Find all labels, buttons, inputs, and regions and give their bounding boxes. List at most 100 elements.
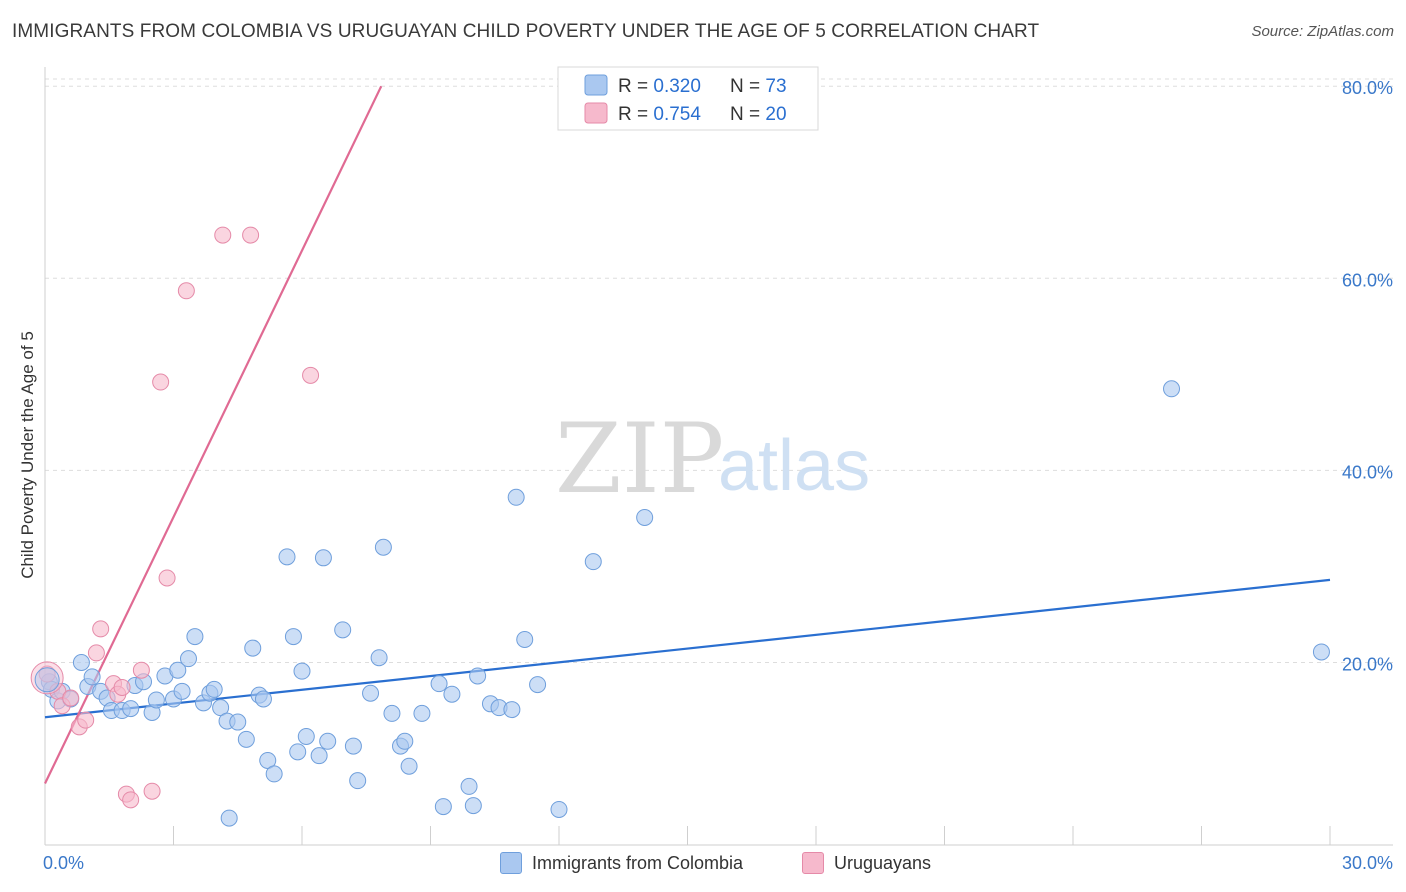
data-point-blue <box>503 701 521 719</box>
data-point-pink <box>143 782 161 800</box>
legend-n-label: N = <box>730 104 765 125</box>
trend-line-blue <box>44 578 1331 719</box>
data-point-blue <box>122 700 140 718</box>
data-point-blue <box>310 747 328 765</box>
data-point-pink <box>77 711 95 729</box>
data-point-blue <box>460 777 478 795</box>
data-point-pink <box>38 665 56 683</box>
data-point-blue <box>147 691 165 709</box>
data-point-blue <box>443 685 461 703</box>
legend-label-uruguayans: Uruguayans <box>834 852 932 873</box>
legend-r-label: R = <box>618 76 653 97</box>
data-point-blue <box>430 675 448 693</box>
data-point-pink <box>87 644 105 662</box>
chart-title: IMMIGRANTS FROM COLOMBIA VS URUGUAYAN CH… <box>12 21 1040 42</box>
data-point-pink <box>177 282 195 300</box>
data-point-blue <box>72 654 90 672</box>
data-point-blue <box>370 649 388 667</box>
data-point-blue <box>434 798 452 816</box>
data-point-pink <box>132 661 150 679</box>
data-point-blue <box>186 628 204 646</box>
data-point-blue <box>284 628 302 646</box>
data-point-blue <box>383 704 401 722</box>
data-point-blue <box>469 667 487 685</box>
svg-text:N = 20: N = 20 <box>730 104 787 125</box>
data-point-blue <box>254 690 272 708</box>
data-point-pink <box>92 620 110 638</box>
legend-r-value: 0.320 <box>653 76 701 97</box>
data-point-cluster <box>30 661 64 695</box>
legend-top: R = 0.320 N = 73 R = 0.754 N = 20 <box>557 66 819 131</box>
axes: 20.0% 40.0% 60.0% 80.0% 0.0% 30.0% <box>43 67 1393 873</box>
data-point-blue <box>244 639 262 657</box>
legend-swatch-blue <box>500 852 522 874</box>
data-point-blue <box>636 508 654 526</box>
data-point-pink <box>158 569 176 587</box>
data-point-blue <box>413 704 431 722</box>
legend-swatch-pink <box>802 852 824 874</box>
legend-n-value: 20 <box>765 104 786 125</box>
legend-item-colombia: Immigrants from Colombia <box>500 852 743 874</box>
data-point-cluster <box>34 667 60 693</box>
data-point-pink <box>122 791 140 809</box>
data-point-pink <box>113 678 131 696</box>
data-point-pink <box>62 689 80 707</box>
data-point-pink <box>214 226 232 244</box>
legend-n-value: 73 <box>765 76 786 97</box>
data-point-blue <box>507 488 525 506</box>
data-point-blue <box>550 800 568 818</box>
data-point-blue <box>1312 643 1330 661</box>
y-tick-label: 40.0% <box>1342 462 1393 482</box>
data-point-blue <box>297 727 315 745</box>
data-points <box>30 226 1330 827</box>
legend-swatch-pink <box>584 102 608 124</box>
data-point-blue <box>314 549 332 567</box>
data-point-blue <box>293 662 311 680</box>
legend-r-value: 0.754 <box>653 104 701 125</box>
data-point-blue <box>374 538 392 556</box>
data-point-blue <box>278 548 296 566</box>
data-point-blue <box>237 730 255 748</box>
svg-text:N = 73: N = 73 <box>730 76 787 97</box>
data-point-pink <box>302 366 320 384</box>
data-point-blue <box>83 668 101 686</box>
watermark-zip: ZIP <box>555 403 724 515</box>
legend-item-uruguayans: Uruguayans <box>802 852 931 874</box>
legend-label-colombia: Immigrants from Colombia <box>532 852 744 873</box>
legend-r-label: R = <box>618 104 653 125</box>
data-point-blue <box>584 553 602 571</box>
x-tick-label: 30.0% <box>1342 853 1393 873</box>
data-point-blue <box>362 684 380 702</box>
svg-text:R = 0.320: R = 0.320 <box>618 76 701 97</box>
y-tick-label: 60.0% <box>1342 270 1393 290</box>
y-tick-label: 80.0% <box>1342 78 1393 98</box>
data-point-blue <box>220 809 238 827</box>
data-point-blue <box>344 737 362 755</box>
data-point-blue <box>229 713 247 731</box>
data-point-blue <box>400 757 418 775</box>
x-tick-label: 0.0% <box>43 853 84 873</box>
data-point-blue <box>464 797 482 815</box>
svg-text:R = 0.754: R = 0.754 <box>618 104 701 125</box>
source-credit: Source: ZipAtlas.com <box>1251 23 1394 40</box>
legend-swatch-blue <box>584 74 608 96</box>
data-point-pink <box>242 226 260 244</box>
watermark-atlas: atlas <box>718 426 870 506</box>
watermark: ZIP atlas <box>555 403 870 515</box>
data-point-blue <box>289 743 307 761</box>
gridlines <box>45 78 1393 664</box>
data-point-blue <box>169 661 187 679</box>
data-point-blue <box>1163 380 1181 398</box>
legend-bottom: Immigrants from Colombia Uruguayans <box>0 850 1406 878</box>
data-point-pink <box>152 373 170 391</box>
data-point-blue <box>319 732 337 750</box>
data-point-blue <box>516 630 534 648</box>
data-point-blue <box>179 650 197 668</box>
data-point-blue <box>396 732 414 750</box>
data-point-blue <box>205 680 223 698</box>
trend-line-pink <box>44 85 383 785</box>
data-point-blue <box>529 676 547 694</box>
legend-n-label: N = <box>730 76 765 97</box>
data-point-blue <box>349 772 367 790</box>
